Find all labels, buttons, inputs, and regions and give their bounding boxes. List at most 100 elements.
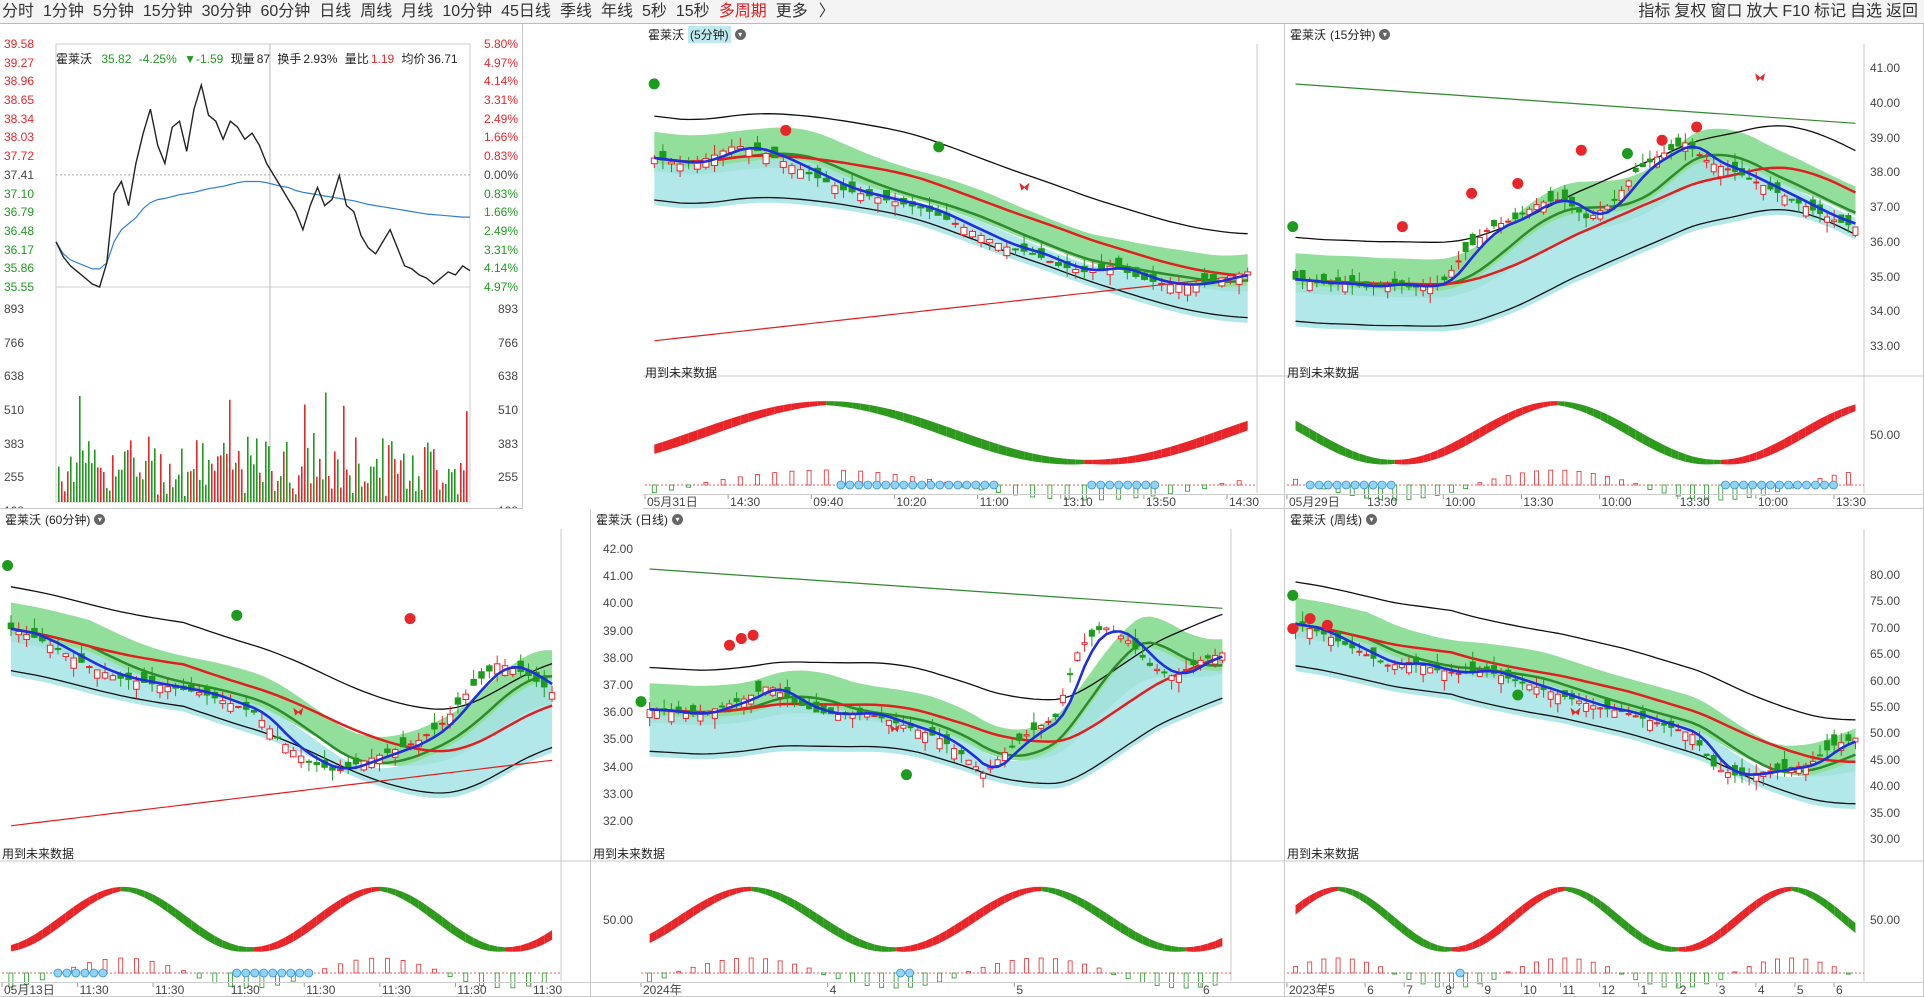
tool-button[interactable]: 指标 xyxy=(1638,3,1671,20)
momentum-ribbon-segment xyxy=(1033,886,1042,892)
blue-signal-dot xyxy=(1096,480,1106,490)
period-tab[interactable]: 60分钟 xyxy=(260,3,311,20)
kline-chart[interactable] xyxy=(591,509,1285,997)
dropdown-icon[interactable]: ▾ xyxy=(1379,29,1391,40)
volume-bar xyxy=(400,460,402,502)
period-tab[interactable]: 5秒 xyxy=(641,3,667,20)
period-tab[interactable]: 5分钟 xyxy=(92,3,134,20)
period-tab[interactable]: 周线 xyxy=(360,3,393,20)
momentum-ribbon-segment xyxy=(1019,887,1027,897)
blue-signal-dot xyxy=(53,968,63,978)
panel-15min[interactable]: 霍莱沃 (15分钟) ▾ 用到未来数据 05月29日 13:30 10:00 13:30 1… xyxy=(1285,24,1924,509)
period-tab[interactable]: 分时 xyxy=(2,3,35,20)
momentum-ribbon-segment xyxy=(1323,436,1331,451)
momentum-ribbon-segment xyxy=(780,893,788,905)
dropdown-icon[interactable]: ▾ xyxy=(672,514,684,525)
kline-chart[interactable] xyxy=(1285,24,1924,509)
intraday-panel[interactable]: 霍莱沃 35.82 -4.25% ▼-1.59 现量 87 换手 2.93% 量比 1… xyxy=(0,24,523,509)
panel-title[interactable]: 霍莱沃 (日线) ▾ xyxy=(594,511,686,528)
momentum-ribbon-segment xyxy=(975,906,984,922)
sell-signal-icon xyxy=(724,639,735,651)
period-tab[interactable]: 多周期 xyxy=(718,3,767,20)
period-tab[interactable]: 月线 xyxy=(401,3,434,20)
panel-title[interactable]: 霍莱沃 (60分钟) ▾ xyxy=(3,511,108,528)
volume-bar xyxy=(172,487,174,502)
sell-signal-icon xyxy=(1512,177,1524,189)
volume-bar xyxy=(394,459,396,502)
period-tab[interactable]: 45日线 xyxy=(501,3,551,20)
momentum-ribbon-segment xyxy=(1522,900,1530,915)
period-tab[interactable]: 15秒 xyxy=(675,3,710,20)
momentum-ribbon-segment xyxy=(1032,453,1042,463)
panel-5min[interactable]: 霍莱沃 (5分钟) ▾ 用到未来数据 05月31日 14:30 09:40 10:20 11… xyxy=(643,24,1285,509)
sub-bar xyxy=(734,958,740,974)
candle-body xyxy=(1441,276,1448,281)
period-tab[interactable]: 1分钟 xyxy=(43,3,84,20)
tool-button[interactable]: 复权 xyxy=(1674,3,1707,20)
time-axis-label: 13:30 xyxy=(1367,495,1398,509)
ratio-value: 1.19 xyxy=(370,52,395,66)
tool-button[interactable]: 放大 xyxy=(1746,3,1779,20)
blue-signal-dot xyxy=(1359,480,1369,490)
kline-chart[interactable] xyxy=(1285,509,1924,997)
momentum-ribbon-segment xyxy=(852,402,861,410)
candle-body xyxy=(1197,659,1204,666)
period-tab[interactable]: 10分钟 xyxy=(442,3,493,20)
momentum-ribbon-segment xyxy=(1458,944,1466,952)
candle-body xyxy=(454,697,462,705)
more-chevron-icon[interactable]: 〉 xyxy=(818,3,835,20)
kline-chart[interactable] xyxy=(643,24,1285,509)
sub-bar xyxy=(1661,484,1667,494)
volume-bar xyxy=(370,466,372,502)
panel-60min[interactable]: 霍莱沃 (60分钟) ▾ 用到未来数据 05月13日 11:30 11:30 11:30 1… xyxy=(0,509,591,997)
panel-title[interactable]: 霍莱沃 (5分钟) ▾ xyxy=(646,26,748,43)
panel-daily[interactable]: 霍莱沃 (日线) ▾ 用到未来数据 2024年 4 5 6 42.00 41.00 40.00… xyxy=(591,509,1285,997)
blue-signal-dot xyxy=(232,968,242,978)
time-axis-label: 2024年 xyxy=(643,983,682,997)
sub-bar xyxy=(1463,972,1469,988)
momentum-ribbon-segment xyxy=(731,415,741,428)
kline-chart[interactable] xyxy=(0,509,591,997)
tool-button[interactable]: 窗口 xyxy=(1710,3,1743,20)
candle-body xyxy=(297,755,305,764)
tool-button[interactable]: 标记 xyxy=(1813,3,1846,20)
intraday-chart[interactable] xyxy=(0,24,523,509)
momentum-ribbon-segment xyxy=(997,895,1005,908)
momentum-ribbon-segment xyxy=(144,890,153,902)
candle-body xyxy=(439,722,446,725)
period-tab[interactable]: 15分钟 xyxy=(142,3,193,20)
blue-signal-dot xyxy=(62,968,72,978)
candle-body xyxy=(986,238,994,244)
candle-body xyxy=(831,185,839,195)
momentum-ribbon-segment xyxy=(1614,911,1622,928)
tool-button[interactable]: F10 xyxy=(1782,3,1810,20)
momentum-ribbon-segment xyxy=(1048,887,1056,895)
dropdown-icon[interactable]: ▾ xyxy=(734,29,746,40)
period-tab[interactable]: 日线 xyxy=(319,3,352,20)
momentum-ribbon-segment xyxy=(1805,422,1813,437)
momentum-ribbon-segment xyxy=(1812,891,1821,905)
momentum-ribbon-segment xyxy=(1720,459,1728,465)
panel-title[interactable]: 霍莱沃 (15分钟) ▾ xyxy=(1288,26,1393,43)
dropdown-icon[interactable]: ▾ xyxy=(1366,514,1378,525)
right-axis-tick: 80.00 xyxy=(1870,568,1901,582)
volume-bar xyxy=(346,469,348,502)
period-tab[interactable]: 更多 xyxy=(775,3,808,20)
momentum-ribbon-segment xyxy=(1024,451,1033,462)
dropdown-icon[interactable]: ▾ xyxy=(94,514,106,525)
left-axis-tick: 638 xyxy=(4,369,25,384)
tool-button[interactable]: 返回 xyxy=(1885,3,1918,20)
candle-body xyxy=(1125,640,1132,644)
sub-bar xyxy=(463,972,469,982)
momentum-ribbon-segment xyxy=(136,888,145,898)
period-tab[interactable]: 年线 xyxy=(600,3,633,20)
period-tab[interactable]: 30分钟 xyxy=(201,3,252,20)
momentum-ribbon-segment xyxy=(199,925,207,941)
tool-button[interactable]: 自选 xyxy=(1849,3,1882,20)
period-tab[interactable]: 季线 xyxy=(559,3,592,20)
panel-title[interactable]: 霍莱沃 (周线) ▾ xyxy=(1288,511,1380,528)
momentum-ribbon-segment xyxy=(955,429,964,443)
candle-body xyxy=(1526,684,1533,691)
volume-bar xyxy=(439,489,441,502)
